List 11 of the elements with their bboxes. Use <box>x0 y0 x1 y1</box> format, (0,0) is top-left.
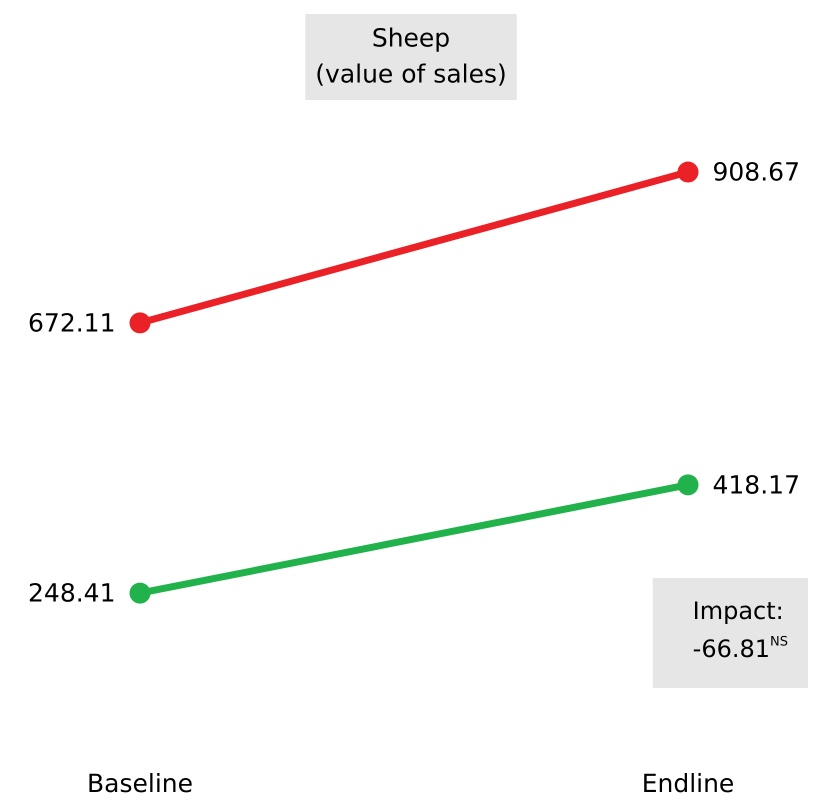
x-tick-label: Endline <box>642 769 734 798</box>
point <box>130 582 150 604</box>
point <box>130 312 150 334</box>
data-label: 248.41 <box>28 578 116 608</box>
point <box>678 162 698 183</box>
data-label: 908.67 <box>712 158 800 187</box>
point <box>678 474 698 496</box>
chart-title: Sheep (value of sales) <box>315 24 507 88</box>
x-tick-label: Baseline <box>87 769 193 798</box>
data-label: 672.11 <box>28 308 116 338</box>
data-label: 418.17 <box>712 470 800 500</box>
